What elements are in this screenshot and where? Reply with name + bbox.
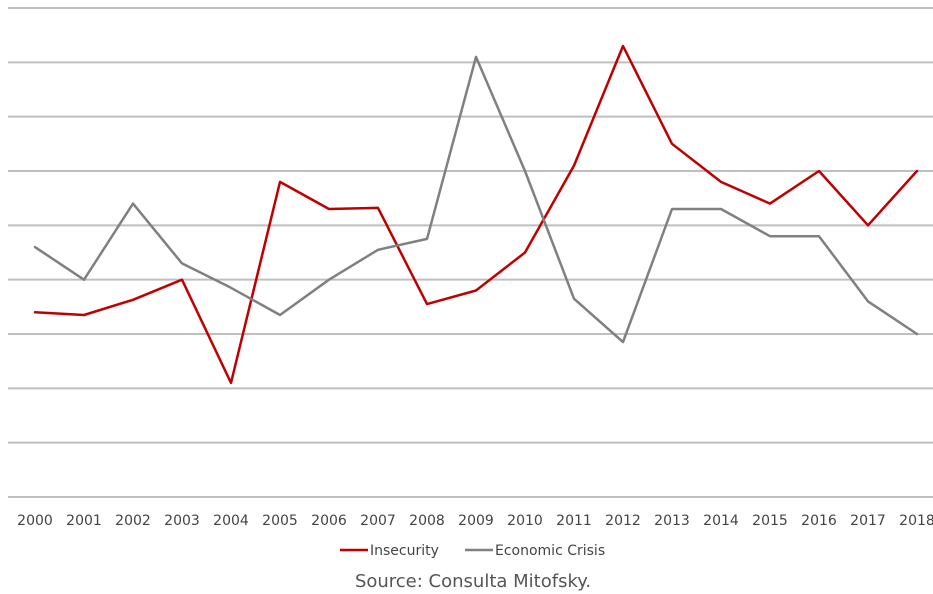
legend-item-economic-crisis: Economic Crisis [465, 543, 605, 559]
x-tick-label: 2017 [850, 513, 886, 529]
x-tick-label: 2015 [752, 513, 788, 529]
series-layer [33, 44, 919, 385]
source-note: Source: Consulta Mitofsky. [355, 571, 591, 592]
x-tick-label: 2005 [262, 513, 298, 529]
insecurity-points [34, 45, 918, 383]
legend-label: Insecurity [370, 543, 439, 559]
x-tick-label: 2001 [66, 513, 102, 529]
economic-crisis-points [34, 56, 918, 343]
x-tick-label: 2002 [115, 513, 151, 529]
legend-item-insecurity: Insecurity [340, 543, 439, 559]
economic-crisis-series-line [33, 55, 919, 344]
insecurity-series-line [33, 44, 919, 385]
x-tick-label: 2011 [556, 513, 592, 529]
x-tick-label: 2014 [703, 513, 739, 529]
legend-label: Economic Crisis [495, 543, 605, 559]
x-tick-label: 2009 [458, 513, 494, 529]
x-tick-label: 2018 [899, 513, 933, 529]
legend: Insecurity Economic Crisis [340, 543, 605, 559]
x-tick-label: 2012 [605, 513, 641, 529]
x-tick-label: 2010 [507, 513, 543, 529]
x-tick-label: 2007 [360, 513, 396, 529]
gridlines [8, 7, 933, 498]
x-tick-label: 2004 [213, 513, 249, 529]
x-tick-label: 2006 [311, 513, 347, 529]
x-tick-label: 2008 [409, 513, 445, 529]
x-tick-label: 2013 [654, 513, 690, 529]
x-tick-label: 2003 [164, 513, 200, 529]
x-tick-label: 2016 [801, 513, 837, 529]
x-axis-tick-labels: 2000 2001 2002 2003 2004 2005 2006 2007 2008 2009… [17, 513, 933, 529]
x-tick-label: 2000 [17, 513, 53, 529]
